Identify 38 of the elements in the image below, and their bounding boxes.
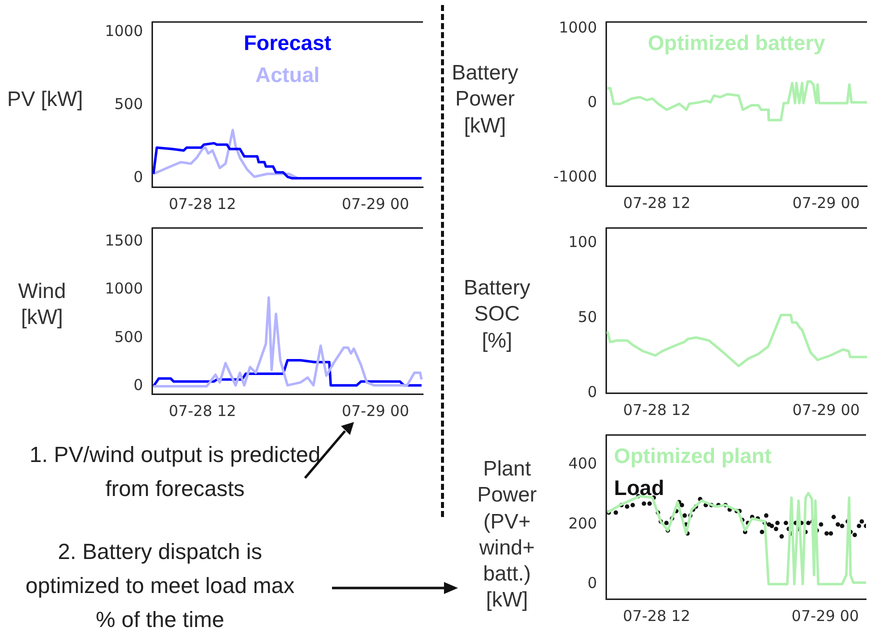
y-tick-label: 1500 xyxy=(104,231,143,250)
x-tick-label: 07-29 00 xyxy=(792,606,859,625)
text: 2. Battery dispatch is optimized to meet load max % of the time xyxy=(25,538,295,634)
text: 1. PV/wind output is predicted from forecasts xyxy=(28,441,322,503)
x-tick-label: 07-29 00 xyxy=(342,402,410,420)
series-label: Optimized plant xyxy=(614,444,772,468)
y-tick-label: 1000 xyxy=(104,280,143,298)
x-tick-label: 07-28 12 xyxy=(622,606,690,625)
y-tick-label: 0 xyxy=(133,168,143,186)
y-tick-label: 0 xyxy=(133,376,143,394)
x-tick-label: 07-29 00 xyxy=(792,400,860,419)
y-tick-label: 1000 xyxy=(558,18,597,37)
y-tick-label: 1000 xyxy=(104,22,143,40)
y-tick-label: 0 xyxy=(587,92,597,111)
x-tick-label: 07-29 00 xyxy=(792,194,860,212)
y-tick-label: -1000 xyxy=(553,167,597,186)
y-tick-label: 500 xyxy=(114,328,143,346)
y-axis-title: Plant Power (PV+ wind+ batt.) [kW] xyxy=(476,456,538,614)
x-tick-label: 07-28 12 xyxy=(623,194,691,212)
series-label: Optimized battery xyxy=(648,32,826,55)
y-axis-title: Battery Power [kW] xyxy=(450,60,520,140)
y-tick-label: 0 xyxy=(587,382,597,401)
y-axis-title: PV [kW] xyxy=(6,86,84,113)
x-tick-label: 07-28 12 xyxy=(168,402,236,420)
y-tick-label: 100 xyxy=(568,232,597,251)
text: Forecast xyxy=(244,32,332,55)
y-tick-label: 200 xyxy=(568,514,597,532)
y-tick-label: 50 xyxy=(578,308,597,326)
series-label: Load xyxy=(614,476,664,500)
y-tick-label: 0 xyxy=(587,574,597,592)
x-tick-label: 07-28 12 xyxy=(623,400,691,419)
x-tick-label: 07-29 00 xyxy=(342,194,410,213)
y-tick-label: 500 xyxy=(114,95,143,114)
text: Actual xyxy=(255,64,320,87)
y-axis-title: Wind [kW] xyxy=(17,278,67,331)
y-tick-label: 400 xyxy=(568,454,597,473)
y-axis-title: Battery SOC [%] xyxy=(462,276,532,354)
x-tick-label: 07-28 12 xyxy=(168,194,236,213)
